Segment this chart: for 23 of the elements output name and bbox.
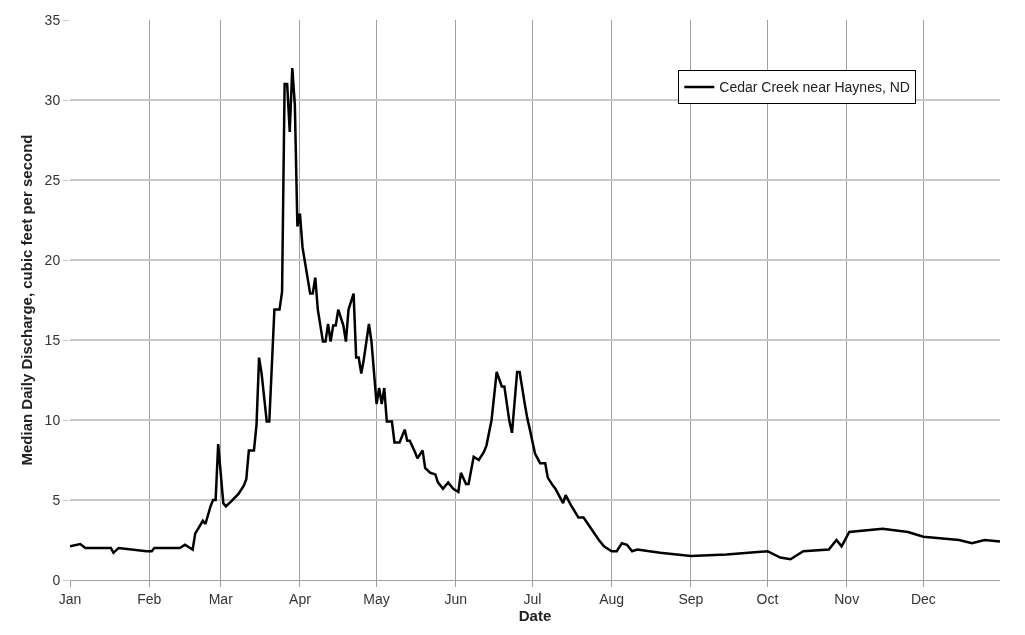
- x-tick-label: Jun: [444, 590, 468, 607]
- x-tick-label: Jul: [523, 590, 542, 607]
- y-axis-title: Median Daily Discharge, cubic feet per second: [17, 134, 35, 466]
- y-tick-label: 5: [52, 491, 61, 508]
- y-tick-label: 10: [44, 411, 61, 428]
- y-tick-label: 20: [44, 251, 61, 268]
- x-tick-label: Oct: [756, 590, 779, 607]
- legend-label: Cedar Creek near Haynes, ND: [719, 79, 910, 96]
- y-tick-label: 25: [44, 171, 61, 188]
- y-tick-label: 0: [52, 571, 61, 588]
- y-tick-label: 35: [44, 11, 61, 28]
- x-tick-label: Jan: [58, 590, 82, 607]
- x-tick-label: Aug: [599, 590, 625, 607]
- x-tick-label: Feb: [137, 590, 162, 607]
- x-axis-title: Date: [518, 606, 552, 624]
- x-tick-label: Sep: [678, 590, 704, 607]
- x-tick-label: May: [363, 590, 390, 607]
- y-tick-label: 15: [44, 331, 61, 348]
- x-tick-label: Apr: [289, 590, 312, 607]
- x-tick-label: Dec: [910, 590, 936, 607]
- x-tick-label: Nov: [834, 590, 860, 607]
- x-tick-label: Mar: [208, 590, 234, 607]
- y-tick-label: 30: [44, 91, 61, 108]
